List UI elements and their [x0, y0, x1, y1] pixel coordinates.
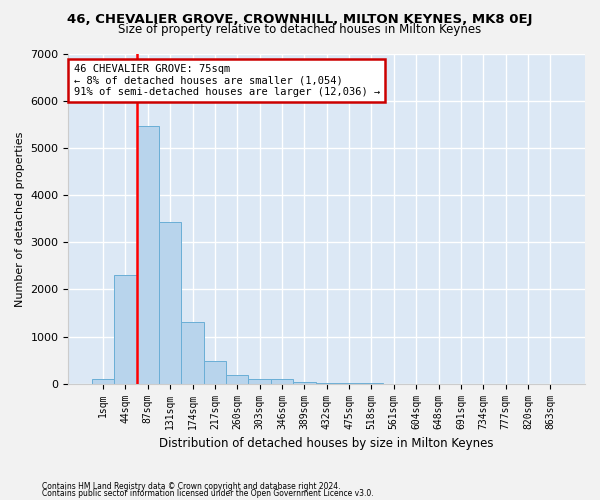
X-axis label: Distribution of detached houses by size in Milton Keynes: Distribution of detached houses by size … — [160, 437, 494, 450]
Bar — [159, 222, 181, 384]
Bar — [248, 379, 271, 384]
Bar — [114, 276, 137, 384]
Bar — [271, 380, 293, 384]
Text: Contains HM Land Registry data © Crown copyright and database right 2024.: Contains HM Land Registry data © Crown c… — [42, 482, 341, 491]
Y-axis label: Number of detached properties: Number of detached properties — [15, 131, 25, 306]
Bar — [204, 361, 226, 384]
Bar — [316, 383, 338, 384]
Bar — [226, 375, 248, 384]
Text: 46, CHEVALIER GROVE, CROWNHILL, MILTON KEYNES, MK8 0EJ: 46, CHEVALIER GROVE, CROWNHILL, MILTON K… — [67, 12, 533, 26]
Bar — [137, 126, 159, 384]
Bar — [92, 379, 114, 384]
Text: Contains public sector information licensed under the Open Government Licence v3: Contains public sector information licen… — [42, 489, 374, 498]
Text: Size of property relative to detached houses in Milton Keynes: Size of property relative to detached ho… — [118, 24, 482, 36]
Bar — [293, 382, 316, 384]
Text: 46 CHEVALIER GROVE: 75sqm
← 8% of detached houses are smaller (1,054)
91% of sem: 46 CHEVALIER GROVE: 75sqm ← 8% of detach… — [74, 64, 380, 97]
Bar — [181, 322, 204, 384]
